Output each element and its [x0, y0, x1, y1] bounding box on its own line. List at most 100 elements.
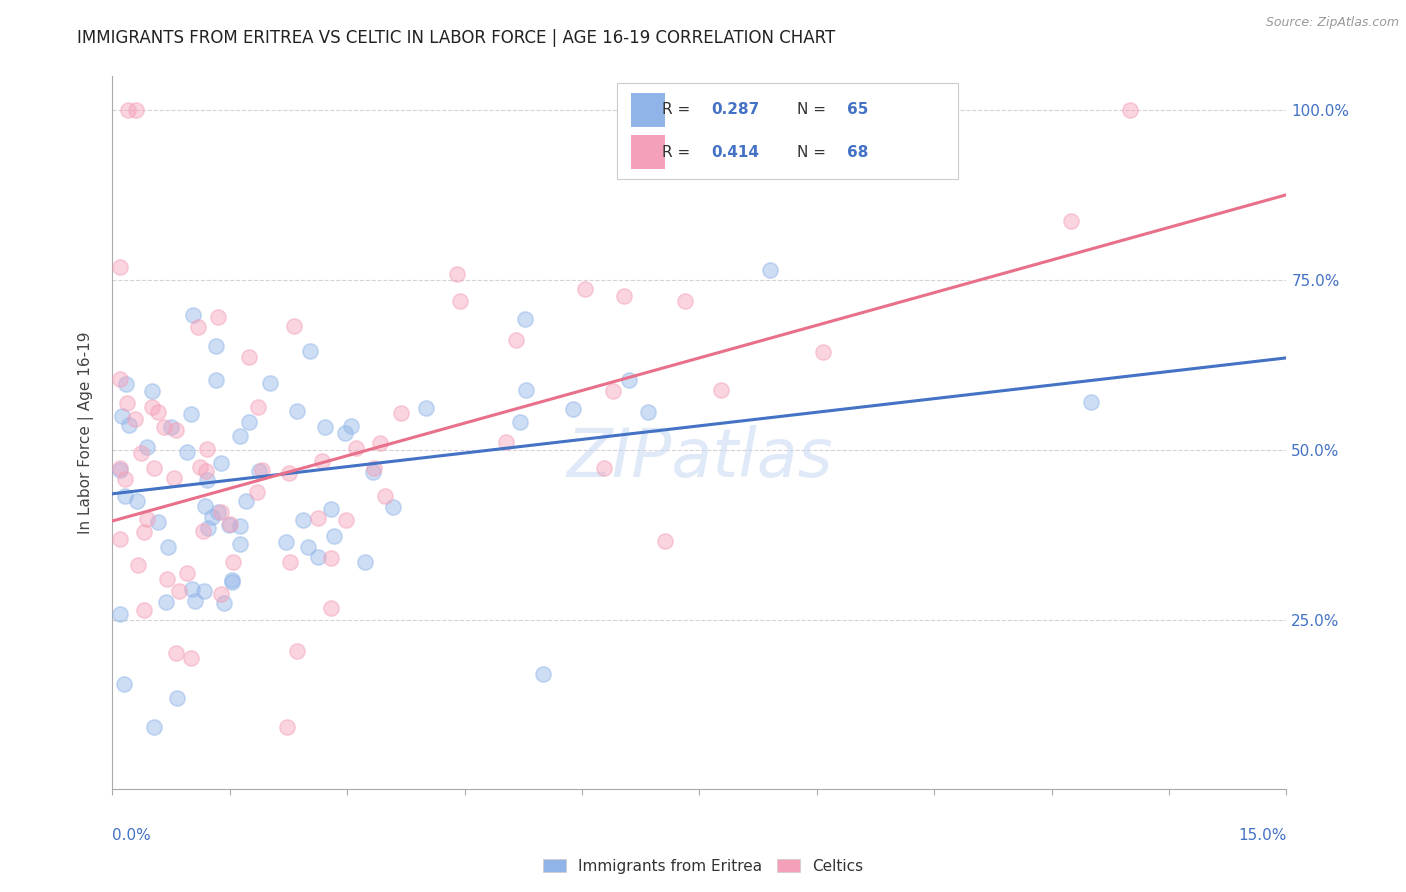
- FancyBboxPatch shape: [631, 93, 665, 127]
- Point: [193, 583, 215, 598]
- Point: [252, 463, 274, 477]
- Point: [205, 373, 228, 387]
- Point: [229, 429, 252, 443]
- Point: [194, 500, 217, 514]
- Point: [1060, 213, 1083, 227]
- Point: [495, 434, 517, 449]
- Point: [201, 510, 224, 524]
- Point: [574, 282, 596, 296]
- Point: [167, 584, 190, 599]
- Point: [195, 442, 218, 457]
- Text: 68: 68: [848, 145, 869, 160]
- Point: [221, 573, 243, 587]
- Point: [194, 464, 217, 478]
- Point: [129, 446, 152, 460]
- Point: [135, 440, 157, 454]
- Text: ZIPatlas: ZIPatlas: [567, 425, 832, 491]
- Legend: Immigrants from Eritrea, Celtics: Immigrants from Eritrea, Celtics: [537, 853, 869, 880]
- Point: [277, 467, 299, 481]
- Point: [340, 419, 363, 434]
- Point: [135, 511, 157, 525]
- Point: [221, 575, 243, 590]
- Point: [110, 607, 132, 621]
- Point: [165, 423, 187, 437]
- Point: [229, 519, 252, 533]
- Text: N =: N =: [797, 103, 831, 118]
- Point: [283, 318, 305, 333]
- Point: [153, 419, 176, 434]
- Point: [205, 339, 228, 353]
- Point: [229, 537, 252, 551]
- Text: 65: 65: [848, 103, 869, 118]
- Point: [211, 587, 233, 601]
- Point: [509, 415, 531, 429]
- Text: R =: R =: [662, 103, 695, 118]
- Point: [184, 594, 207, 608]
- Point: [157, 540, 180, 554]
- Point: [125, 103, 148, 117]
- Point: [110, 260, 132, 275]
- Point: [361, 466, 384, 480]
- Point: [221, 555, 243, 569]
- Point: [319, 551, 342, 566]
- Point: [209, 505, 232, 519]
- Point: [176, 444, 198, 458]
- Point: [415, 401, 437, 415]
- Point: [110, 532, 132, 546]
- Point: [353, 555, 375, 569]
- Point: [531, 666, 554, 681]
- Point: [637, 405, 659, 419]
- Text: 15.0%: 15.0%: [1239, 829, 1286, 843]
- Point: [247, 401, 270, 415]
- Point: [141, 384, 163, 398]
- Point: [285, 404, 308, 418]
- Point: [319, 601, 342, 615]
- Point: [297, 540, 319, 554]
- Point: [285, 644, 308, 658]
- Point: [212, 597, 235, 611]
- Point: [299, 344, 322, 359]
- Point: [291, 513, 314, 527]
- Point: [311, 454, 333, 468]
- Point: [374, 489, 396, 503]
- Point: [187, 319, 209, 334]
- FancyBboxPatch shape: [617, 83, 957, 179]
- Point: [307, 510, 329, 524]
- Text: R =: R =: [662, 145, 695, 160]
- Point: [166, 690, 188, 705]
- Point: [134, 524, 156, 539]
- Point: [160, 420, 183, 434]
- Point: [368, 435, 391, 450]
- Point: [127, 494, 149, 508]
- Point: [446, 267, 468, 281]
- Point: [132, 603, 155, 617]
- Point: [207, 310, 229, 324]
- Point: [811, 345, 834, 359]
- Point: [307, 549, 329, 564]
- Point: [322, 528, 344, 542]
- Point: [1119, 103, 1142, 117]
- Point: [114, 472, 136, 486]
- Point: [180, 408, 202, 422]
- Point: [146, 405, 169, 419]
- Point: [344, 441, 367, 455]
- Point: [180, 651, 202, 665]
- Point: [592, 461, 614, 475]
- Point: [278, 555, 301, 569]
- Point: [333, 426, 356, 441]
- Point: [146, 515, 169, 529]
- Point: [188, 460, 211, 475]
- Point: [110, 461, 132, 475]
- Point: [245, 485, 267, 500]
- Point: [181, 582, 204, 596]
- Point: [142, 720, 165, 734]
- Point: [127, 558, 149, 572]
- Point: [247, 464, 270, 478]
- Point: [617, 373, 640, 387]
- Point: [209, 456, 232, 470]
- Point: [112, 677, 135, 691]
- Point: [191, 524, 214, 538]
- Point: [505, 333, 527, 347]
- Point: [673, 294, 696, 309]
- Point: [276, 720, 298, 734]
